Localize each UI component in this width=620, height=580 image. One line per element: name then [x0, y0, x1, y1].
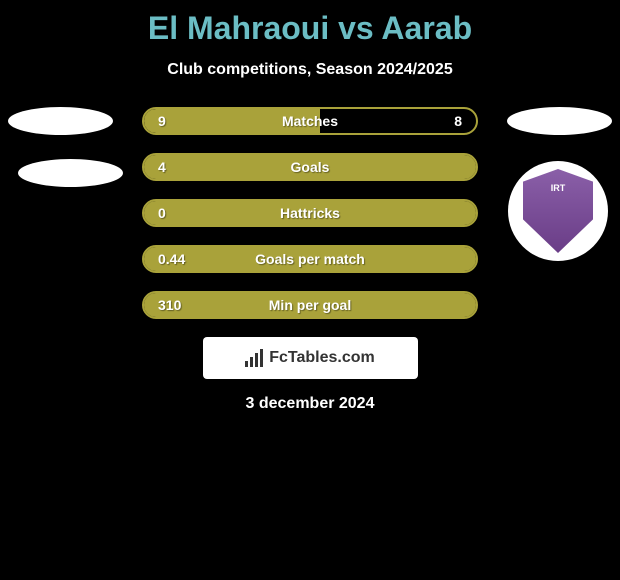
stat-row-hattricks: 0 Hattricks	[142, 199, 478, 227]
stat-label: Goals	[291, 159, 330, 175]
crest-label: IRT	[551, 183, 566, 193]
right-club-crest: IRT	[508, 161, 608, 261]
left-player-placeholder-1	[8, 107, 113, 135]
stat-value-left: 9	[158, 113, 166, 129]
stat-value-left: 0	[158, 205, 166, 221]
stat-row-goals-per-match: 0.44 Goals per match	[142, 245, 478, 273]
stat-label: Goals per match	[255, 251, 365, 267]
left-player-placeholder-2	[18, 159, 123, 187]
stat-value-left: 310	[158, 297, 181, 313]
stat-label: Matches	[282, 113, 338, 129]
footer-brand-badge: FcTables.com	[203, 337, 418, 379]
crest-shield-icon: IRT	[523, 169, 593, 253]
stat-row-goals: 4 Goals	[142, 153, 478, 181]
right-player-placeholder	[507, 107, 612, 135]
stats-container: IRT 9 Matches 8 4 Goals 0 Hattricks 0.44…	[0, 107, 620, 319]
stat-value-right: 8	[454, 113, 462, 129]
page-title: El Mahraoui vs Aarab	[0, 0, 620, 47]
footer-brand-text: FcTables.com	[269, 349, 375, 367]
stat-label: Hattricks	[280, 205, 340, 221]
stat-label: Min per goal	[269, 297, 351, 313]
stat-row-matches: 9 Matches 8	[142, 107, 478, 135]
stat-value-left: 0.44	[158, 251, 185, 267]
footer-date: 3 december 2024	[0, 395, 620, 413]
page-subtitle: Club competitions, Season 2024/2025	[0, 61, 620, 79]
chart-icon	[245, 349, 263, 367]
stat-value-left: 4	[158, 159, 166, 175]
stat-row-min-per-goal: 310 Min per goal	[142, 291, 478, 319]
